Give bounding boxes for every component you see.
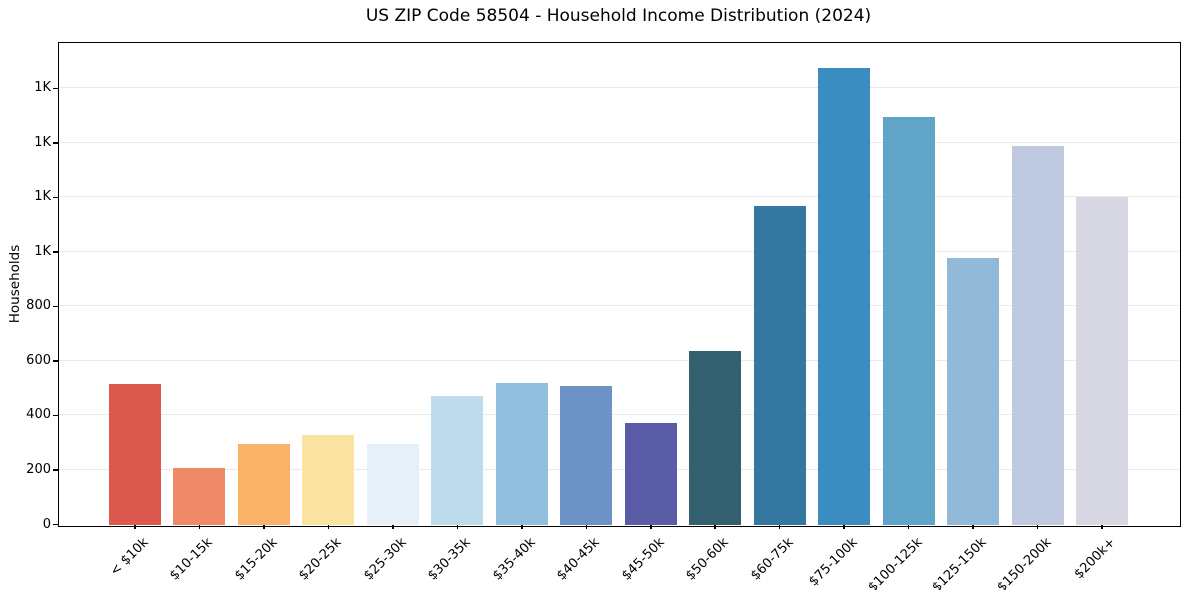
x-tick-label: $35-40k [489, 535, 539, 584]
x-tick-label: $15-20k [232, 535, 281, 584]
y-tick [53, 414, 58, 417]
x-tick [843, 524, 845, 529]
bar [753, 205, 806, 525]
y-tick [53, 251, 58, 253]
x-tick-label: $20-25k [296, 535, 346, 584]
x-tick [1036, 524, 1039, 529]
x-tick [134, 524, 136, 529]
x-tick-label: $60-75k [747, 535, 797, 584]
bar [1011, 146, 1064, 525]
gridline [59, 359, 1179, 361]
y-tick-label: 800 [26, 298, 51, 314]
y-tick [53, 196, 58, 199]
bar [109, 384, 161, 525]
x-tick-label: $10-15k [167, 535, 217, 584]
chart-title: US ZIP Code 58504 - Household Income Dis… [365, 6, 872, 26]
y-tick-label: 0 [42, 516, 51, 532]
y-tick [53, 360, 58, 362]
bar [173, 467, 226, 525]
y-tick [53, 142, 58, 144]
y-tick-label: 1K [34, 189, 51, 205]
bar [1076, 196, 1129, 525]
x-tick [327, 524, 330, 529]
gridline [59, 305, 1179, 307]
x-tick-label: $200k+ [1071, 535, 1119, 583]
gridline [59, 196, 1179, 198]
bar [366, 444, 419, 525]
y-tick [53, 305, 58, 308]
x-tick-label: $45-50k [618, 535, 668, 584]
x-tick-label: $40-45k [554, 535, 603, 584]
y-tick [53, 469, 58, 471]
gridline [59, 414, 1179, 416]
x-tick-label: $150-200k [993, 535, 1055, 590]
x-tick-label: $100-125k [865, 535, 926, 590]
x-tick-label: $75-100k [806, 535, 861, 590]
x-tick [1101, 524, 1103, 529]
x-tick [650, 524, 652, 529]
x-tick-label: $30-35k [425, 535, 474, 584]
bar [302, 435, 355, 525]
x-tick [972, 524, 974, 529]
x-tick [521, 524, 523, 529]
gridline [59, 141, 1179, 143]
y-tick-label: 400 [26, 407, 51, 423]
y-tick-label: 1K [34, 80, 51, 96]
x-tick [456, 524, 459, 529]
bar [237, 443, 290, 525]
x-tick [585, 524, 588, 529]
y-tick-label: 200 [26, 461, 51, 477]
x-tick [907, 524, 910, 529]
x-tick [263, 524, 265, 529]
y-tick-label: 1K [34, 134, 51, 150]
plot-area [59, 43, 1179, 525]
bar [560, 385, 613, 525]
bar [689, 350, 742, 525]
x-tick-label: < $10k [107, 535, 152, 580]
y-tick [53, 87, 58, 89]
x-tick [714, 524, 716, 529]
x-tick [778, 524, 781, 529]
y-tick-label: 600 [26, 352, 51, 368]
x-tick-label: $50-60k [683, 535, 732, 584]
x-tick [392, 524, 394, 529]
bar [947, 258, 1000, 525]
x-tick-label: $25-30k [360, 535, 410, 584]
y-tick [53, 523, 58, 526]
x-tick-label: $125-150k [929, 535, 990, 590]
bar [882, 116, 935, 525]
gridline [59, 468, 1179, 470]
bar [818, 68, 871, 525]
x-tick [198, 524, 201, 529]
bar [624, 422, 677, 525]
gridline [59, 87, 1179, 89]
y-tick-label: 1K [34, 243, 51, 259]
bar [495, 382, 548, 525]
bar [431, 396, 484, 525]
gridline [59, 250, 1179, 252]
